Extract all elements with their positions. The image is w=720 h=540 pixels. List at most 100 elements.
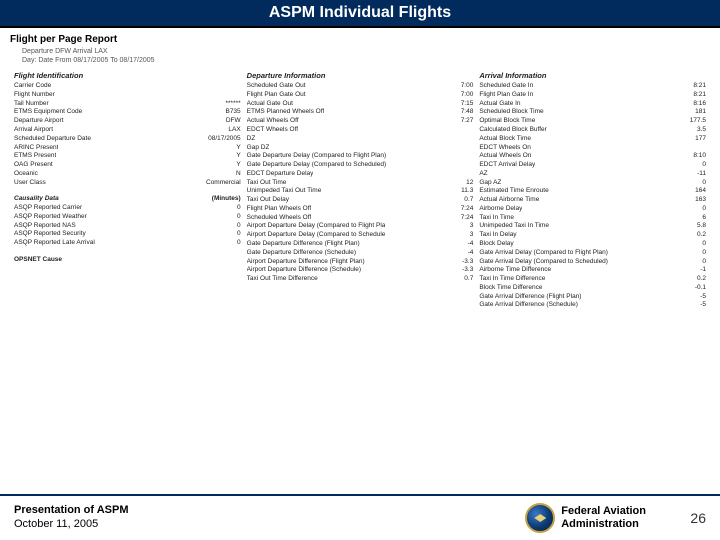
- data-row: Taxi Out Time12: [247, 179, 474, 188]
- data-row: Taxi In Delay0.2: [479, 231, 706, 240]
- row-value: 5.8: [693, 222, 706, 231]
- row-value: 8:16: [689, 100, 706, 109]
- data-row: Scheduled Wheels Off7:24: [247, 214, 474, 223]
- row-value: 3: [466, 231, 474, 240]
- row-value: Commercial: [202, 179, 241, 188]
- row-label: Flight Plan Gate In: [479, 91, 533, 100]
- row-value: -1: [696, 266, 706, 275]
- data-row: EDCT Departure Delay: [247, 170, 474, 179]
- row-value: -4: [464, 249, 474, 258]
- data-row: ASQP Reported Carrier0: [14, 204, 241, 213]
- row-value: 3.5: [693, 126, 706, 135]
- presentation-date: October 11, 2005: [14, 518, 525, 532]
- data-row: ETMS PresentY: [14, 152, 241, 161]
- footer-org: Federal Aviation Administration: [561, 505, 646, 530]
- data-row: OAG PresentY: [14, 161, 241, 170]
- row-value: 0.7: [460, 196, 473, 205]
- row-label: Flight Plan Wheels Off: [247, 205, 312, 214]
- report-title: Flight per Page Report: [0, 28, 720, 47]
- row-value: 0: [698, 179, 706, 188]
- slide-footer: Presentation of ASPM October 11, 2005 Fe…: [0, 494, 720, 540]
- page-number: 26: [646, 510, 706, 526]
- data-row: ARINC PresentY: [14, 144, 241, 153]
- col-arrival-information: Arrival Information Scheduled Gate In8:2…: [479, 71, 706, 310]
- row-label: Airborne Time Difference: [479, 266, 551, 275]
- row-value: 0.2: [693, 275, 706, 284]
- row-label: Arrival Airport: [14, 126, 53, 135]
- row-label: Gate Departure Delay (Compared to Flight…: [247, 152, 386, 161]
- row-label: OAG Present: [14, 161, 53, 170]
- data-row: Flight Number: [14, 91, 241, 100]
- row-value: N: [232, 170, 241, 179]
- row-value: [469, 126, 473, 135]
- row-label: ASQP Reported Security: [14, 230, 86, 239]
- data-row: Scheduled Block Time181: [479, 108, 706, 117]
- data-row: EDCT Wheels On: [479, 144, 706, 153]
- data-row: Airport Departure Difference (Schedule)-…: [247, 266, 474, 275]
- row-value: [237, 91, 241, 100]
- row-value: 177: [691, 135, 706, 144]
- row-value: 0: [698, 205, 706, 214]
- row-label: Flight Plan Gate Out: [247, 91, 306, 100]
- row-value: 8:21: [689, 91, 706, 100]
- data-row: Flight Plan Wheels Off7:24: [247, 205, 474, 214]
- data-row: ASQP Reported Weather 0: [14, 213, 241, 222]
- data-row: Taxi In Time6: [479, 214, 706, 223]
- row-value: [469, 135, 473, 144]
- opsnet-cause: OPSNET Cause: [14, 256, 241, 265]
- col1-header2: Causality Data: [14, 195, 59, 204]
- row-label: ASQP Reported NAS: [14, 222, 76, 231]
- row-value: 0: [233, 239, 241, 248]
- data-row: ETMS Equipment Code B735: [14, 108, 241, 117]
- row-label: Airport Departure Difference (Flight Pla…: [247, 258, 365, 267]
- row-label: ETMS Present: [14, 152, 56, 161]
- row-label: Tail Number: [14, 100, 49, 109]
- org-line-1: Federal Aviation: [561, 505, 646, 518]
- data-row: Block Time Difference-0.1: [479, 284, 706, 293]
- data-row: Gate Departure Difference (Flight Plan)-…: [247, 240, 474, 249]
- row-label: Actual Wheels On: [479, 152, 531, 161]
- row-value: -3.3: [458, 258, 473, 267]
- row-value: 6: [698, 214, 706, 223]
- row-label: Carrier Code: [14, 82, 51, 91]
- data-row: Gate Departure Difference (Schedule) -4: [247, 249, 474, 258]
- col1-header: Flight Identification: [14, 71, 241, 80]
- row-value: -5: [696, 301, 706, 310]
- row-label: EDCT Arrival Delay: [479, 161, 535, 170]
- slide-title: ASPM Individual Flights: [0, 0, 720, 28]
- row-label: Oceanic: [14, 170, 38, 179]
- row-value: 163: [691, 196, 706, 205]
- row-label: Taxi Out Time Difference: [247, 275, 318, 284]
- row-value: 7:15: [457, 100, 474, 109]
- row-label: Gate Departure Difference (Schedule): [247, 249, 356, 258]
- data-row: EDCT Wheels Off: [247, 126, 474, 135]
- row-label: Estimated Time Enroute: [479, 187, 548, 196]
- row-value: 7:00: [457, 91, 474, 100]
- row-value: -0.1: [691, 284, 706, 293]
- row-value: 0: [233, 222, 241, 231]
- row-value: B735: [221, 108, 240, 117]
- faa-seal-icon: [525, 503, 555, 533]
- data-row: Flight Plan Gate Out 7:00: [247, 91, 474, 100]
- row-label: ETMS Equipment Code: [14, 108, 82, 117]
- row-label: ASQP Reported Weather: [14, 213, 87, 222]
- row-label: Unimpeded Taxi In Time: [479, 222, 549, 231]
- row-label: Airport Departure Difference (Schedule): [247, 266, 361, 275]
- row-value: 0.2: [693, 231, 706, 240]
- col2-header: Departure Information: [247, 71, 474, 80]
- data-row: Airborne Delay0: [479, 205, 706, 214]
- sub-line-1: Departure DFW Arrival LAX: [22, 47, 698, 56]
- row-value: 08/17/2005: [204, 135, 241, 144]
- col3-header: Arrival Information: [479, 71, 706, 80]
- row-value: [237, 82, 241, 91]
- row-label: ASQP Reported Carrier: [14, 204, 82, 213]
- row-value: [469, 152, 473, 161]
- row-label: Gate Arrival Difference (Flight Plan): [479, 293, 581, 302]
- row-value: 0: [233, 213, 241, 222]
- row-value: 8:10: [689, 152, 706, 161]
- col1-header2-note: (Minutes): [208, 195, 241, 204]
- row-label: Flight Number: [14, 91, 55, 100]
- data-row: Tail Number******: [14, 100, 241, 109]
- row-label: Actual Wheels Off: [247, 117, 299, 126]
- row-label: Scheduled Block Time: [479, 108, 543, 117]
